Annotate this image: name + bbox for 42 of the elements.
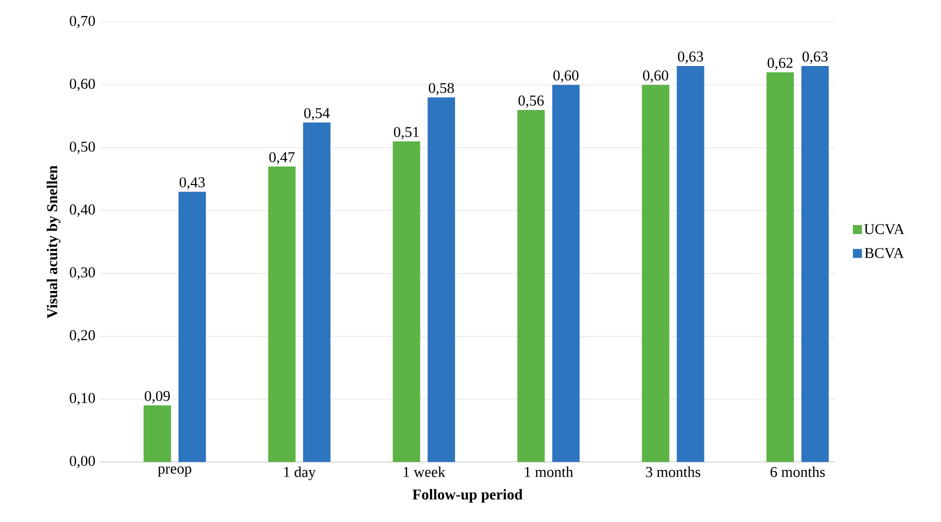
data-label: 0,63 bbox=[802, 52, 828, 64]
y-tick-label: 0,50 bbox=[70, 142, 95, 154]
data-label: 0,54 bbox=[304, 108, 330, 120]
x-tick-label: 1 month bbox=[525, 466, 574, 478]
legend-label: BCVA bbox=[864, 248, 904, 258]
bar bbox=[392, 141, 420, 462]
y-tick-label: 0,20 bbox=[70, 330, 95, 342]
y-tick-label: 0,70 bbox=[70, 16, 95, 28]
bar bbox=[303, 122, 330, 462]
x-tick-label: 1 day bbox=[284, 466, 316, 480]
data-label: 0,58 bbox=[428, 82, 454, 96]
data-label: 0,09 bbox=[144, 390, 170, 404]
data-label: 0,60 bbox=[553, 70, 578, 83]
x-tick-label: 1 week bbox=[404, 466, 446, 478]
y-tick-label: 0,10 bbox=[70, 392, 95, 406]
y-axis-title: Visual acuity by Snellen bbox=[46, 166, 60, 318]
data-label: 0,51 bbox=[394, 126, 419, 140]
data-label: 0,47 bbox=[269, 152, 295, 164]
bar bbox=[268, 166, 296, 462]
bar bbox=[178, 192, 206, 462]
bar bbox=[676, 66, 704, 462]
x-tick-label: 3 months bbox=[646, 466, 700, 478]
y-tick-label: 0,00 bbox=[70, 456, 95, 468]
bar bbox=[766, 72, 794, 462]
data-label: 0,62 bbox=[768, 58, 792, 70]
bar bbox=[642, 84, 670, 462]
x-tick-label: 6 months bbox=[770, 466, 825, 478]
data-label: 0,63 bbox=[678, 52, 704, 64]
y-tick-label: 0,30 bbox=[70, 267, 95, 280]
bar bbox=[801, 66, 829, 462]
y-tick-label: 0,60 bbox=[70, 78, 95, 91]
data-label: 0,56 bbox=[518, 96, 544, 108]
bar bbox=[517, 110, 545, 462]
x-tick-label: preop bbox=[158, 466, 192, 477]
data-label: 0,43 bbox=[180, 177, 205, 190]
legend-label: UCVA bbox=[864, 224, 904, 234]
bar bbox=[552, 84, 580, 462]
data-label: 0,60 bbox=[643, 70, 668, 83]
y-tick-label: 0,40 bbox=[70, 204, 95, 217]
x-axis-title: Follow-up period bbox=[412, 489, 523, 503]
bar bbox=[144, 405, 172, 462]
bar bbox=[428, 97, 456, 462]
